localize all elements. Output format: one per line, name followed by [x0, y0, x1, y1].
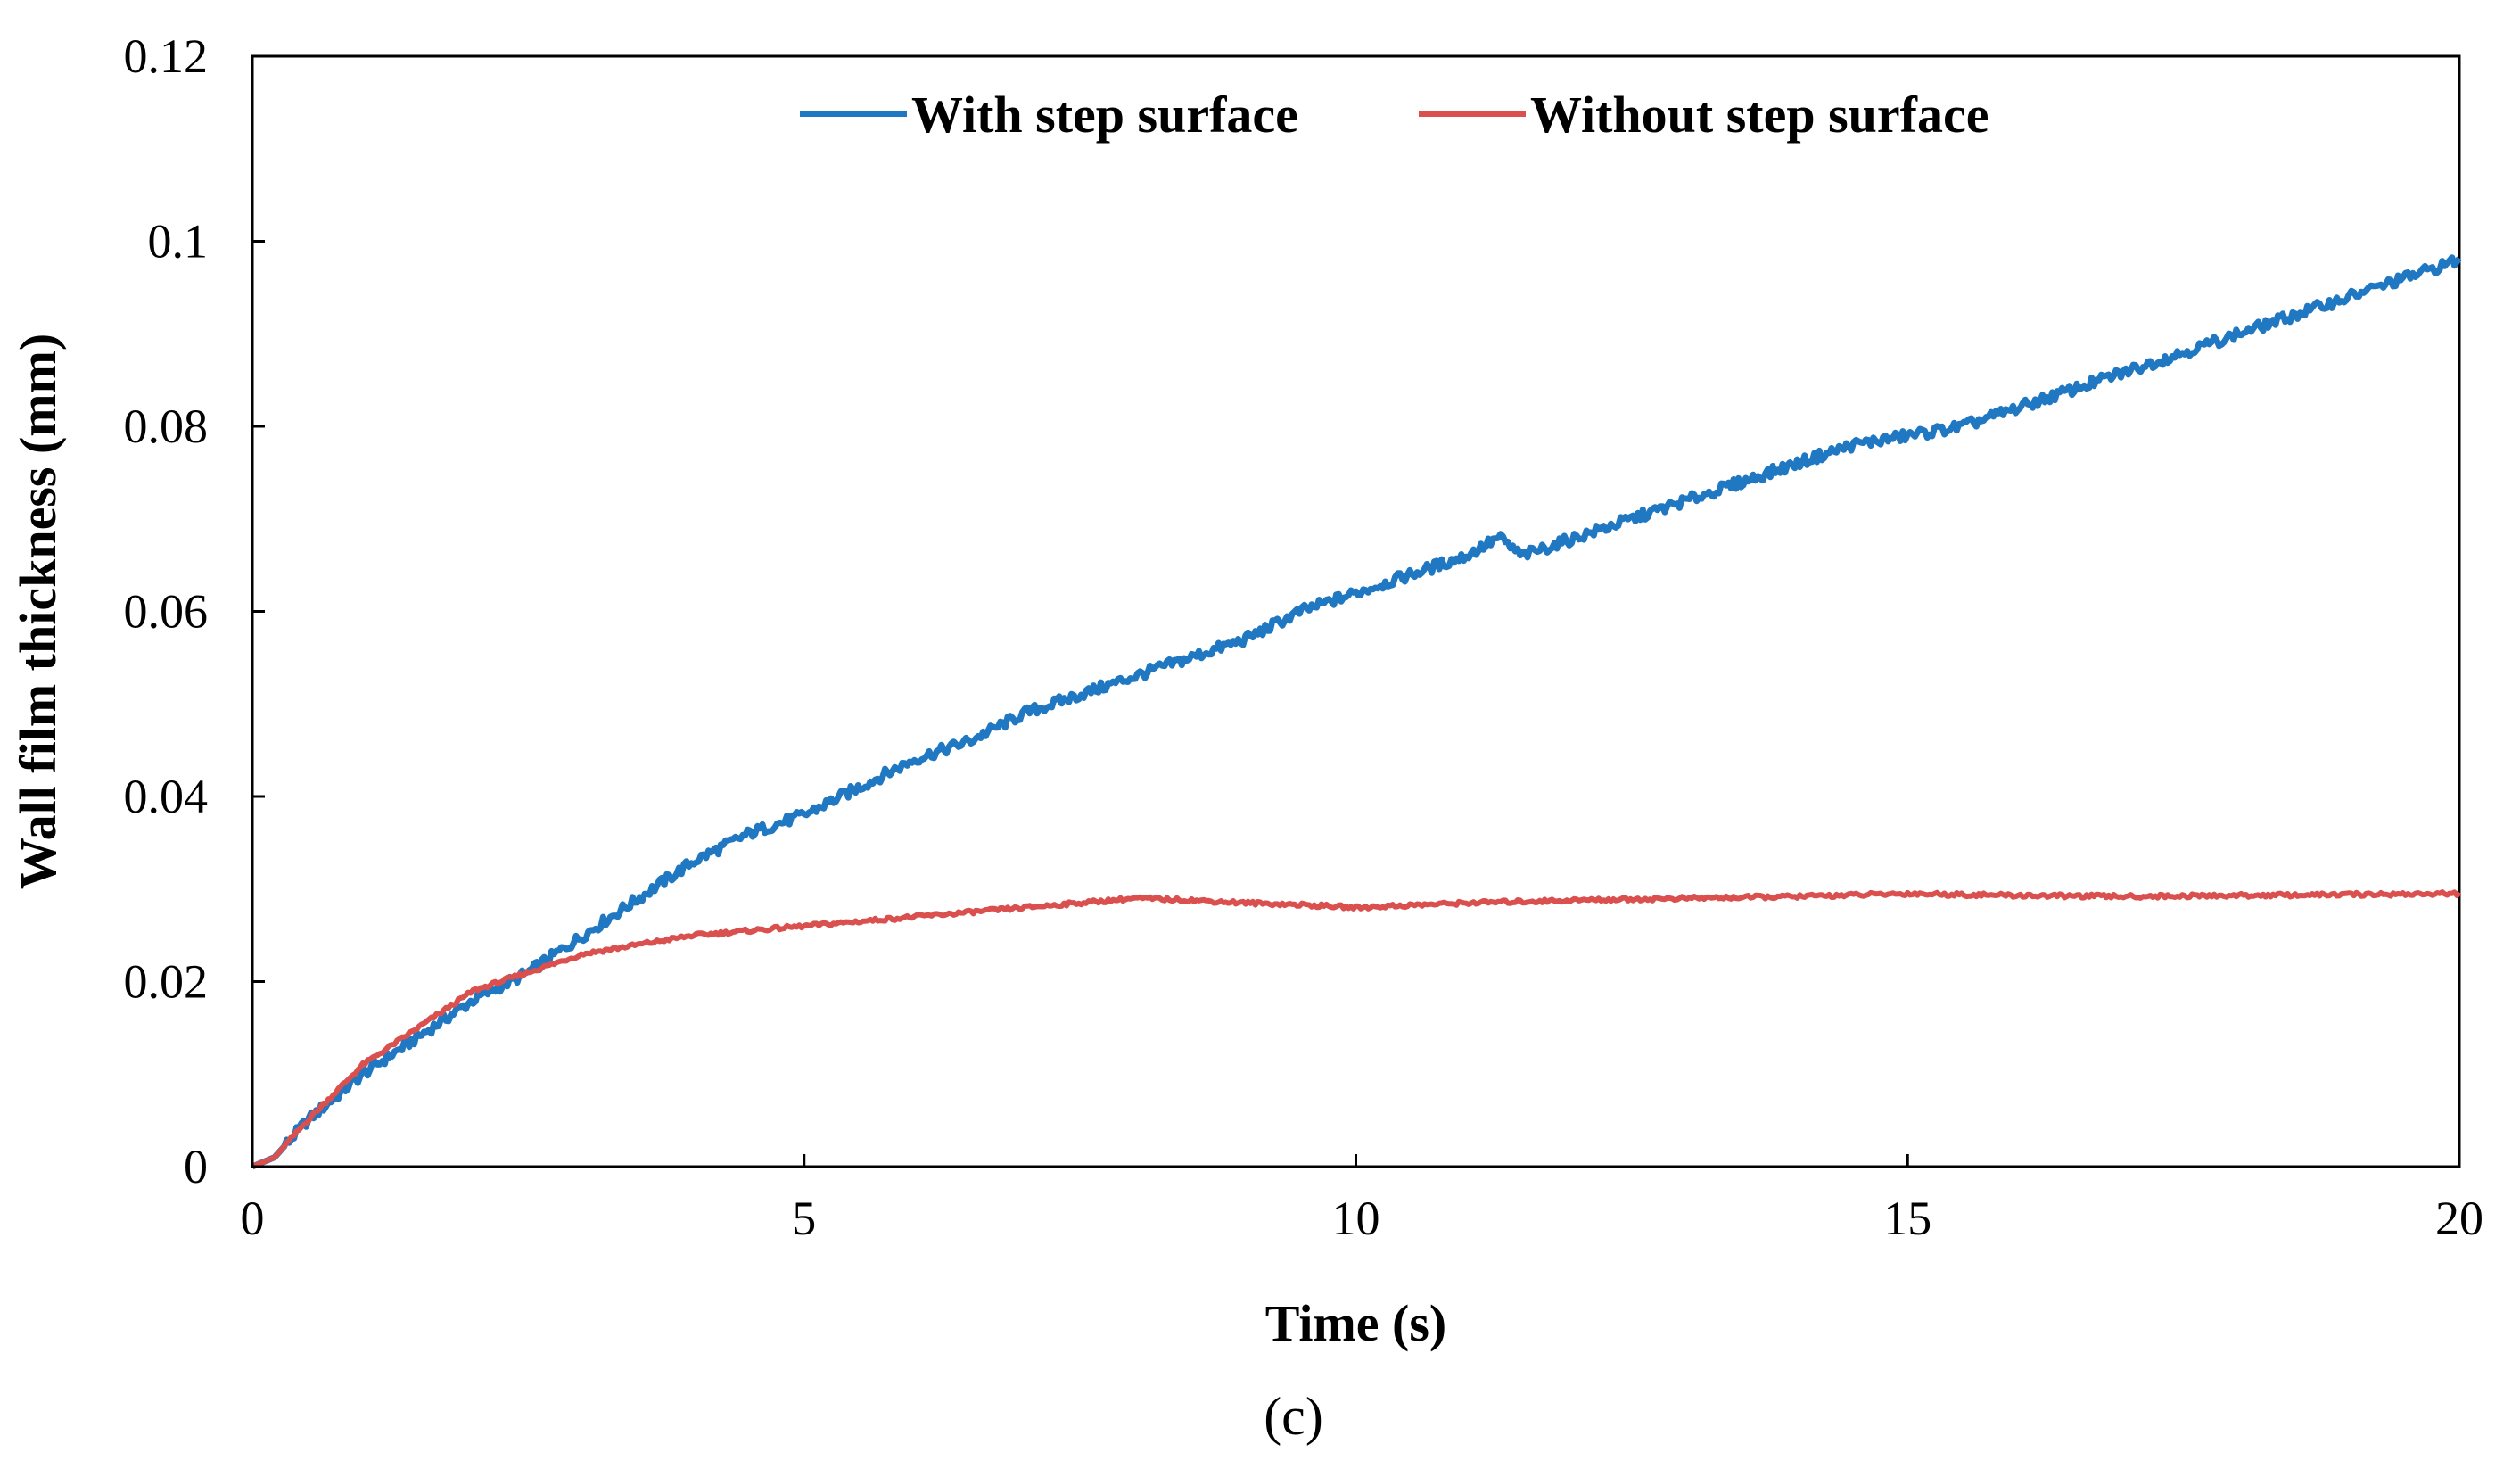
x-axis-title: Time (s) — [1265, 1294, 1447, 1352]
series-group — [251, 254, 2462, 1170]
legend-label-without-step-surface: Without step surface — [1530, 86, 1989, 144]
figure-caption: (c) — [1264, 1387, 1323, 1446]
y-tick-label: 0.08 — [124, 400, 209, 453]
y-axis-title: Wall film thickness (mm) — [9, 334, 67, 889]
x-tick-label: 15 — [1883, 1192, 1931, 1245]
y-tick-label: 0.12 — [124, 29, 209, 83]
plot-frame — [251, 54, 2461, 1168]
legend: With step surface Without step surface — [800, 86, 1989, 144]
y-tick-label: 0 — [184, 1140, 208, 1193]
y-axis: 0 0.02 0.04 0.06 0.08 0.1 0.12 — [124, 29, 265, 1193]
x-tick-label: 0 — [241, 1192, 265, 1245]
legend-label-with-step-surface: With step surface — [911, 86, 1298, 144]
y-tick-label: 0.02 — [124, 955, 209, 1009]
x-tick-label: 20 — [2435, 1192, 2483, 1245]
x-axis: 0 5 10 15 20 — [241, 1154, 2483, 1245]
plot-area — [251, 54, 2462, 1170]
x-tick-label: 10 — [1332, 1192, 1380, 1245]
y-tick-label: 0.1 — [148, 215, 209, 268]
series-line-with-step-surface — [251, 254, 2462, 1170]
x-tick-label: 5 — [792, 1192, 816, 1245]
series-line-without-step-surface — [251, 889, 2462, 1169]
y-tick-label: 0.04 — [124, 770, 209, 823]
y-tick-label: 0.06 — [124, 585, 209, 639]
